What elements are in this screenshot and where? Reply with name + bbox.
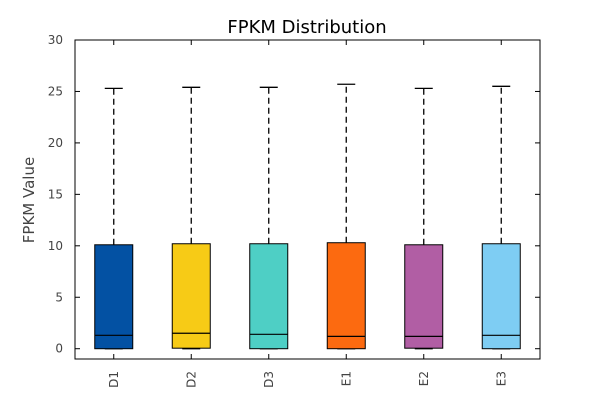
y-tick-label: 30 xyxy=(48,33,63,47)
x-tick-label-D2: D2 xyxy=(184,371,198,388)
box-E2 xyxy=(404,244,444,349)
box-D2 xyxy=(171,243,211,349)
chart-title: FPKM Distribution xyxy=(227,17,386,38)
plot-frame xyxy=(74,39,541,360)
plot-area: 0 5 10 15 20 25 30 D1 D2 D3 E1 E2 E3 xyxy=(48,33,541,388)
y-tick-label: 10 xyxy=(48,239,63,253)
y-tick-label: 20 xyxy=(48,136,63,150)
x-tick-label-D1: D1 xyxy=(107,371,121,388)
box-D1 xyxy=(94,244,134,350)
y-tick-label: 25 xyxy=(48,84,63,98)
x-tick-label-E2: E2 xyxy=(417,371,431,386)
x-tick-label-E3: E3 xyxy=(494,371,508,386)
box-E3 xyxy=(481,243,521,350)
y-tick-label: 15 xyxy=(48,187,63,201)
y-tick-label: 5 xyxy=(55,290,63,304)
box-E1 xyxy=(326,242,366,350)
y-axis-label: FPKM Value xyxy=(20,157,38,243)
x-tick-label-E1: E1 xyxy=(339,371,353,386)
box-D3 xyxy=(249,243,289,350)
y-tick-label: 0 xyxy=(55,342,63,356)
x-tick-label-D3: D3 xyxy=(262,371,276,388)
